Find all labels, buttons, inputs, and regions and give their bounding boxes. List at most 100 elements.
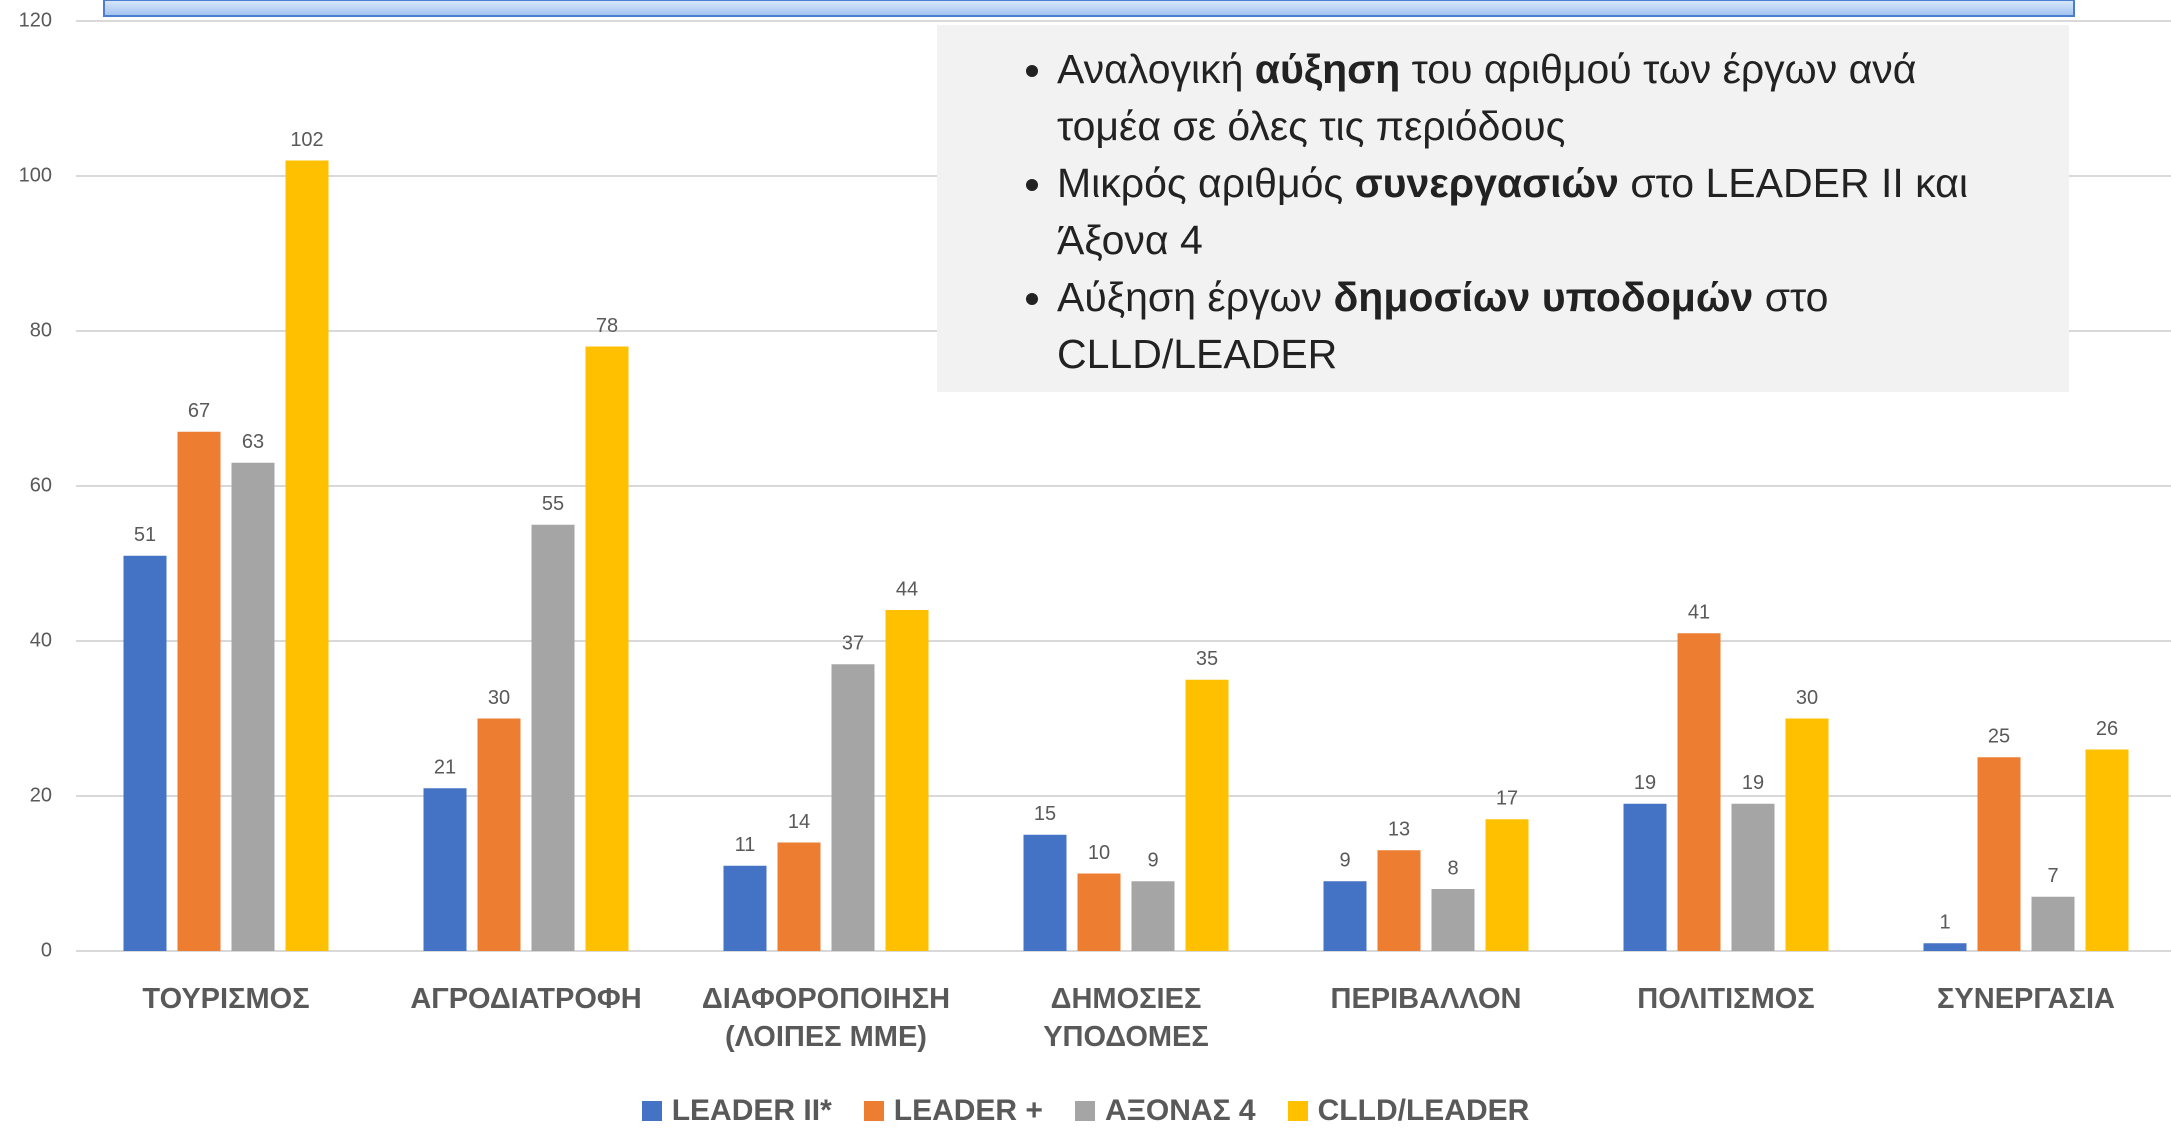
data-label: 19 — [1742, 772, 1764, 794]
annotation-bullet: Μικρός αριθμός συνεργασιών στο LEADER II… — [1057, 155, 2029, 269]
data-label: 11 — [735, 834, 756, 856]
bar — [1077, 873, 1121, 951]
bar — [1785, 718, 1829, 951]
data-label: 17 — [1496, 788, 1518, 810]
data-label: 37 — [842, 633, 864, 655]
data-label: 67 — [188, 400, 210, 422]
data-label: 9 — [1147, 850, 1158, 872]
bar — [885, 610, 929, 951]
bar — [1131, 881, 1175, 951]
data-label: 21 — [434, 757, 456, 779]
bar — [285, 160, 329, 951]
annotation-text: συνεργασιών — [1354, 160, 1619, 206]
annotation-bullet: Αύξηση έργων δημοσίων υποδομών στο CLLD/… — [1057, 269, 2029, 383]
data-label: 51 — [134, 524, 156, 546]
legend-label: LEADER + — [893, 1094, 1043, 1127]
bar — [423, 788, 467, 951]
data-label: 78 — [596, 315, 618, 337]
annotation-text: Μικρός αριθμός — [1057, 160, 1355, 206]
bar — [1677, 633, 1721, 951]
banner — [103, 0, 2075, 17]
x-tick-label: ΔΗΜΟΣΙΕΣ ΥΠΟΔΟΜΕΣ — [1043, 983, 1209, 1053]
data-label: 30 — [1796, 687, 1818, 709]
legend-swatch — [1287, 1101, 1308, 1121]
data-label: 15 — [1034, 803, 1056, 825]
y-tick-label: 60 — [30, 474, 52, 496]
data-label: 19 — [1634, 772, 1656, 794]
y-tick-label: 120 — [19, 9, 52, 31]
bar — [1185, 679, 1229, 951]
y-tick-label: 20 — [30, 784, 52, 806]
bar — [1485, 819, 1529, 951]
y-tick-label: 40 — [30, 629, 52, 651]
legend-item: CLLD/LEADER — [1287, 1094, 1530, 1128]
data-label: 1 — [1939, 912, 1950, 934]
bar — [831, 664, 875, 951]
annotation-text: στο CLLD/LEADER — [1057, 274, 1829, 377]
x-tick-label: ΣΥΝΕΡΓΑΣΙΑ — [1937, 983, 2115, 1015]
bar — [777, 842, 821, 951]
data-label: 13 — [1388, 819, 1410, 841]
x-tick-label: ΔΙΑΦΟΡΟΠΟΙΗΣΗ (ΛΟΙΠΕΣ ΜΜΕ) — [701, 983, 951, 1053]
data-label: 14 — [788, 811, 810, 833]
data-label: 8 — [1447, 857, 1458, 879]
annotation-text: αύξηση — [1254, 46, 1401, 92]
x-tick-label: ΠΕΡΙΒΑΛΛΟΝ — [1330, 983, 1522, 1015]
bar — [585, 346, 629, 951]
legend-item: LEADER II* — [641, 1094, 832, 1128]
x-tick-label: ΑΓΡΟΔΙΑΤΡΟΦΗ — [410, 983, 642, 1015]
x-tick-label: ΤΟΥΡΙΣΜΟΣ — [142, 983, 310, 1015]
bar — [1623, 803, 1667, 951]
data-label: 55 — [542, 493, 564, 515]
bar — [177, 431, 221, 951]
annotation-text: Αναλογική — [1057, 46, 1255, 92]
data-label: 41 — [1688, 602, 1710, 624]
y-tick-label: 100 — [19, 164, 52, 186]
bar — [723, 865, 767, 951]
legend-item: LEADER + — [863, 1094, 1043, 1128]
legend-swatch — [863, 1101, 884, 1121]
annotation-list: Αναλογική αύξηση του αριθμού των έργων α… — [977, 41, 2029, 383]
annotation-text: δημοσίων υποδομών — [1333, 274, 1754, 320]
data-label: 44 — [896, 578, 918, 600]
y-tick-label: 0 — [41, 939, 52, 961]
annotation-box: Αναλογική αύξηση του αριθμού των έργων α… — [937, 25, 2069, 392]
legend-item: ΑΞΟΝΑΣ 4 — [1074, 1094, 1256, 1128]
bar — [531, 524, 575, 951]
bar — [1923, 943, 1967, 951]
legend: LEADER II* LEADER + ΑΞΟΝΑΣ 4 CLLD/LEADER — [0, 1094, 2171, 1129]
data-label: 102 — [290, 129, 323, 151]
x-tick-label: ΠΟΛΙΤΙΣΜΟΣ — [1637, 983, 1815, 1015]
legend-swatch — [641, 1101, 662, 1121]
bar — [1731, 803, 1775, 951]
bar — [231, 462, 275, 951]
annotation-text: Αύξηση έργων — [1057, 274, 1334, 320]
data-label: 10 — [1088, 842, 1110, 864]
bar — [2031, 896, 2075, 951]
data-label: 9 — [1339, 850, 1350, 872]
data-label: 63 — [242, 431, 264, 453]
bar — [1023, 834, 1067, 951]
legend-label: CLLD/LEADER — [1317, 1094, 1530, 1127]
bar — [1377, 850, 1421, 951]
annotation-text: στο LEADER II και Άξονα 4 — [1057, 160, 1968, 263]
data-label: 7 — [2047, 865, 2058, 887]
data-label: 35 — [1196, 648, 1218, 670]
bar — [123, 555, 167, 951]
legend-label: ΑΞΟΝΑΣ 4 — [1104, 1094, 1256, 1127]
data-label: 26 — [2096, 718, 2118, 740]
bar — [1323, 881, 1367, 951]
data-label: 25 — [1988, 726, 2010, 748]
legend-label: LEADER II* — [671, 1094, 832, 1127]
bar — [1977, 757, 2021, 951]
y-tick-label: 80 — [30, 319, 52, 341]
bar — [477, 718, 521, 951]
data-label: 30 — [488, 687, 510, 709]
annotation-text: του αριθμού των έργων ανά τομέα σε όλες … — [1057, 46, 1917, 149]
bar — [2085, 749, 2129, 951]
annotation-bullet: Αναλογική αύξηση του αριθμού των έργων α… — [1057, 41, 2029, 155]
bar — [1431, 889, 1475, 951]
legend-swatch — [1074, 1101, 1095, 1121]
